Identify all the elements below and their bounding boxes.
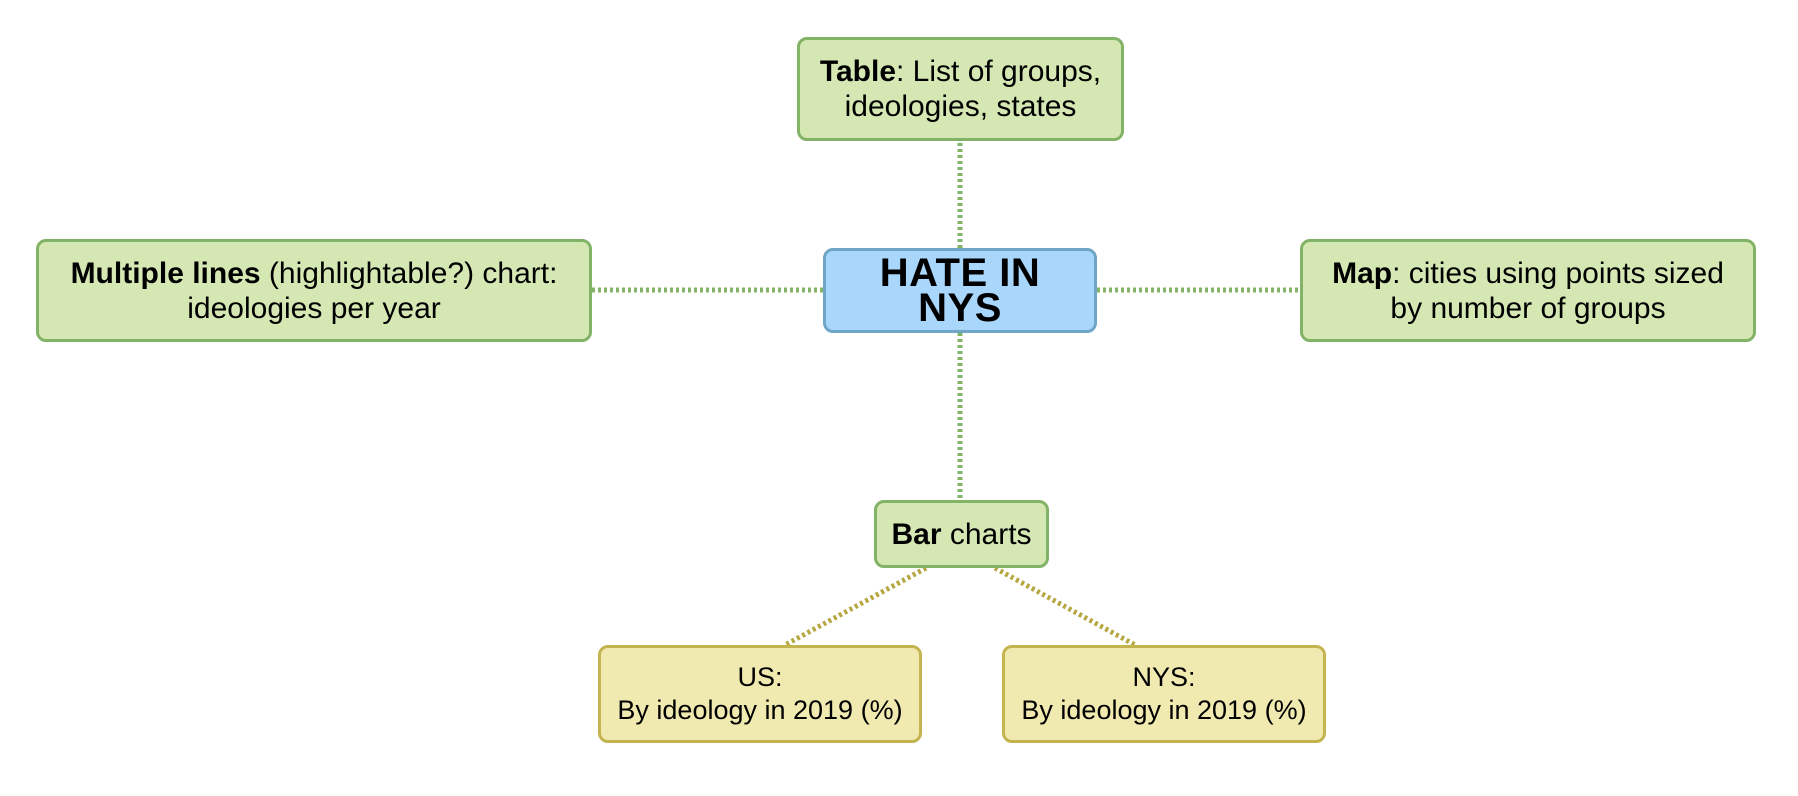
lines-chart-node[interactable]: Multiple lines (highlightable?) chart: i… xyxy=(36,239,592,342)
us-bar-node[interactable]: US: By ideology in 2019 (%) xyxy=(598,645,922,743)
center-node-title: HATE IN NYS xyxy=(879,250,1041,330)
map-node[interactable]: Map: cities using points sized by number… xyxy=(1300,239,1756,342)
bar-charts-node-label: Bar charts xyxy=(891,517,1031,552)
bar-charts-node[interactable]: Bar charts xyxy=(874,500,1049,568)
lines-chart-node-text: (highlightable?) chart: xyxy=(260,256,558,290)
lines-chart-node-bold: Multiple lines xyxy=(70,256,261,290)
bar-charts-node-text: charts xyxy=(941,517,1032,551)
table-node[interactable]: Table: List of groups, ideologies, state… xyxy=(797,37,1124,141)
bar-charts-node-bold: Bar xyxy=(891,517,942,551)
lines-chart-node-line1: Multiple lines (highlightable?) chart: xyxy=(71,256,558,291)
nys-bar-node-line1: NYS: xyxy=(1132,662,1196,692)
us-bar-node-line2: By ideology in 2019 (%) xyxy=(617,695,903,725)
connector-bar-to-us xyxy=(783,565,928,648)
lines-chart-node-line2: ideologies per year xyxy=(187,291,441,325)
map-node-text: : cities using points sized xyxy=(1392,256,1724,290)
table-node-bold: Table xyxy=(819,55,897,88)
table-node-text: : List of groups, xyxy=(896,55,1102,88)
connector-bar-to-nys xyxy=(993,565,1137,648)
us-bar-node-line1: US: xyxy=(737,662,783,692)
nys-bar-node-line2: By ideology in 2019 (%) xyxy=(1021,695,1307,725)
table-node-line2: ideologies, states xyxy=(844,90,1077,123)
table-node-line1: Table: List of groups, xyxy=(820,54,1101,89)
nys-bar-node[interactable]: NYS: By ideology in 2019 (%) xyxy=(1002,645,1326,743)
map-node-line1: Map: cities using points sized xyxy=(1332,256,1724,291)
map-node-line2: by number of groups xyxy=(1390,291,1666,325)
map-node-bold: Map xyxy=(1332,256,1393,290)
center-node[interactable]: HATE IN NYS xyxy=(823,248,1097,333)
